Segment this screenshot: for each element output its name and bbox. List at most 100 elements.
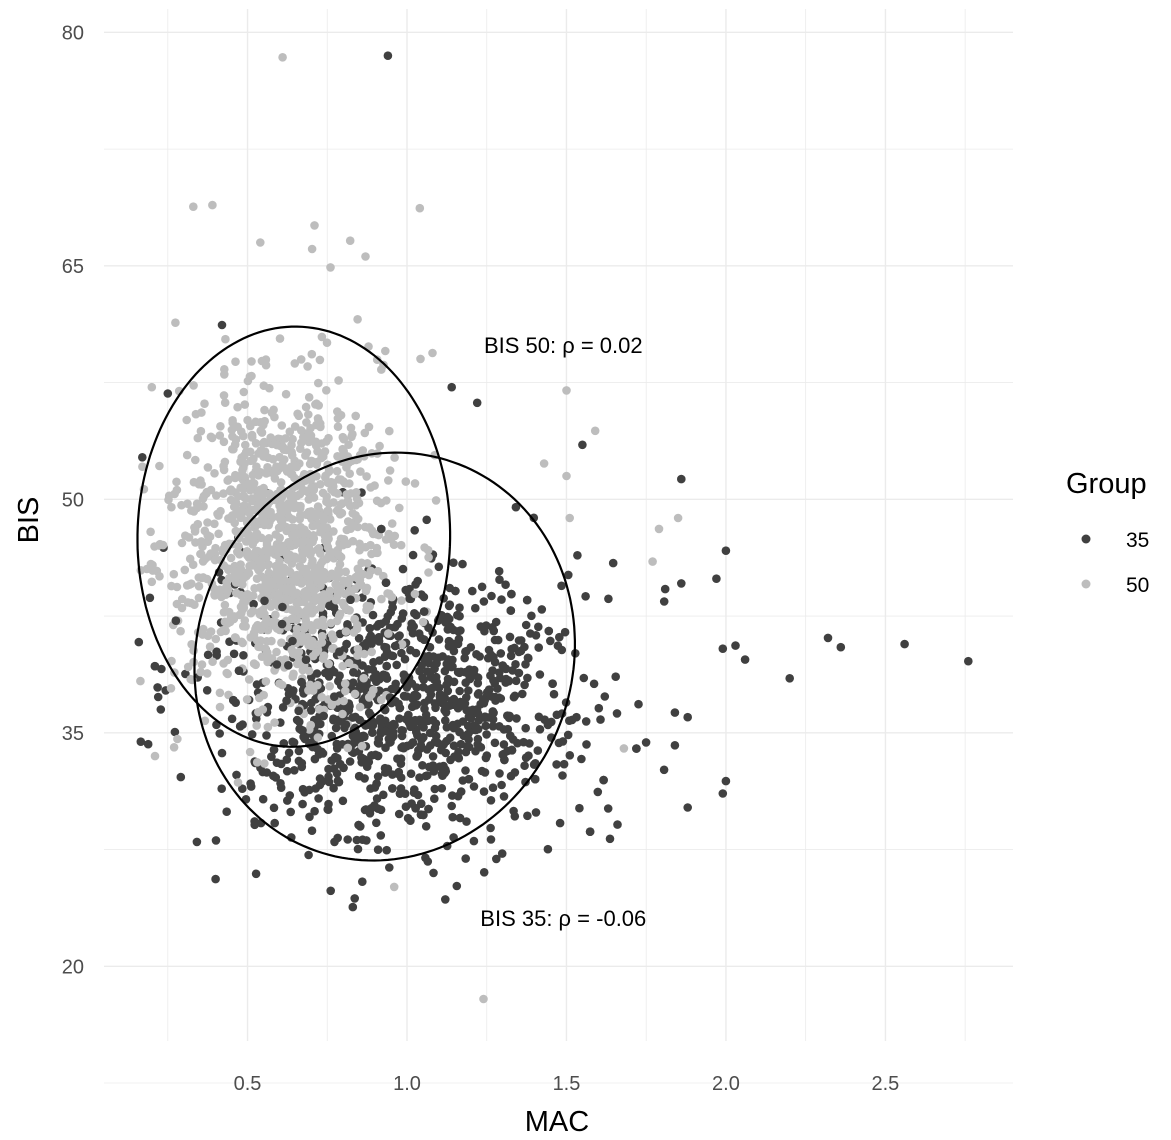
point-35 bbox=[670, 741, 680, 750]
point-35 bbox=[270, 818, 280, 828]
point-50 bbox=[190, 523, 199, 532]
x-tick-label: 1.5 bbox=[553, 1073, 581, 1095]
point-35 bbox=[358, 835, 367, 844]
point-35 bbox=[407, 619, 417, 628]
point-50 bbox=[241, 622, 250, 631]
point-35 bbox=[468, 586, 477, 596]
point-35 bbox=[461, 766, 470, 775]
point-50 bbox=[367, 549, 376, 559]
point-35 bbox=[477, 582, 487, 592]
point-35 bbox=[277, 619, 287, 629]
point-50 bbox=[245, 485, 255, 495]
point-50 bbox=[254, 486, 264, 496]
point-50 bbox=[231, 578, 241, 587]
point-35 bbox=[900, 639, 909, 649]
point-35 bbox=[527, 611, 536, 621]
point-35 bbox=[354, 771, 364, 781]
point-50 bbox=[369, 685, 378, 695]
point-50 bbox=[322, 338, 332, 348]
point-50 bbox=[215, 688, 225, 698]
point-50 bbox=[355, 702, 365, 712]
point-50 bbox=[292, 554, 301, 563]
point-50 bbox=[351, 572, 361, 582]
point-35 bbox=[563, 730, 573, 740]
point-50 bbox=[303, 362, 312, 371]
point-35 bbox=[410, 609, 419, 618]
x-axis-ticks: 0.5 1.0 1.5 2.0 2.5 bbox=[234, 1073, 900, 1095]
point-50 bbox=[334, 565, 343, 575]
point-35 bbox=[449, 741, 459, 750]
point-50 bbox=[322, 386, 331, 395]
point-35 bbox=[491, 617, 501, 627]
point-50 bbox=[294, 637, 304, 646]
point-50 bbox=[219, 608, 229, 617]
point-50 bbox=[309, 586, 319, 595]
point-50 bbox=[539, 459, 549, 468]
point-50 bbox=[256, 426, 266, 436]
point-50 bbox=[191, 455, 200, 465]
point-35 bbox=[677, 474, 686, 484]
point-50 bbox=[313, 680, 322, 690]
point-35 bbox=[466, 713, 476, 723]
point-50 bbox=[287, 614, 297, 624]
point-35 bbox=[611, 672, 620, 681]
point-35 bbox=[301, 655, 311, 664]
point-50 bbox=[266, 433, 276, 442]
point-35 bbox=[295, 717, 304, 727]
point-35 bbox=[608, 558, 618, 568]
point-50 bbox=[200, 399, 209, 409]
point-35 bbox=[202, 686, 212, 695]
point-50 bbox=[479, 994, 488, 1004]
point-50 bbox=[263, 722, 273, 732]
point-50 bbox=[654, 524, 664, 534]
point-35 bbox=[481, 721, 491, 731]
point-50 bbox=[206, 627, 216, 636]
point-35 bbox=[390, 641, 400, 651]
point-50 bbox=[333, 422, 343, 432]
point-35 bbox=[342, 639, 351, 649]
point-35 bbox=[407, 679, 417, 688]
point-35 bbox=[416, 799, 426, 808]
point-50 bbox=[194, 581, 204, 591]
point-50 bbox=[189, 381, 198, 390]
point-35 bbox=[473, 690, 483, 699]
point-35 bbox=[495, 769, 504, 778]
point-50 bbox=[327, 630, 337, 639]
y-axis-ticks: 20 35 50 65 80 bbox=[62, 22, 84, 978]
point-35 bbox=[390, 720, 399, 730]
point-35 bbox=[456, 697, 465, 707]
point-35 bbox=[443, 655, 453, 664]
point-50 bbox=[360, 522, 370, 532]
point-50 bbox=[249, 454, 258, 464]
point-35 bbox=[472, 650, 481, 659]
point-50 bbox=[182, 450, 192, 460]
point-35 bbox=[294, 746, 304, 756]
point-50 bbox=[172, 582, 182, 592]
point-50 bbox=[353, 514, 363, 524]
point-50 bbox=[176, 626, 185, 636]
point-50 bbox=[262, 538, 272, 547]
point-35 bbox=[605, 834, 615, 844]
point-35 bbox=[341, 720, 351, 729]
point-35 bbox=[419, 675, 429, 684]
point-50 bbox=[281, 434, 290, 443]
point-35 bbox=[579, 673, 589, 683]
point-35 bbox=[372, 779, 381, 788]
point-35 bbox=[319, 711, 328, 721]
point-35 bbox=[276, 779, 285, 788]
point-50 bbox=[220, 370, 229, 379]
point-35 bbox=[348, 902, 358, 912]
point-50 bbox=[239, 501, 248, 511]
y-axis-title: BIS bbox=[13, 497, 45, 544]
point-35 bbox=[372, 794, 382, 803]
point-35 bbox=[367, 639, 376, 649]
point-35 bbox=[437, 784, 447, 793]
point-35 bbox=[718, 644, 728, 653]
point-35 bbox=[395, 714, 404, 723]
point-50 bbox=[248, 591, 258, 600]
point-50 bbox=[350, 689, 360, 699]
point-35 bbox=[385, 863, 394, 872]
point-35 bbox=[659, 765, 669, 775]
point-50 bbox=[277, 680, 287, 690]
point-35 bbox=[431, 737, 441, 746]
